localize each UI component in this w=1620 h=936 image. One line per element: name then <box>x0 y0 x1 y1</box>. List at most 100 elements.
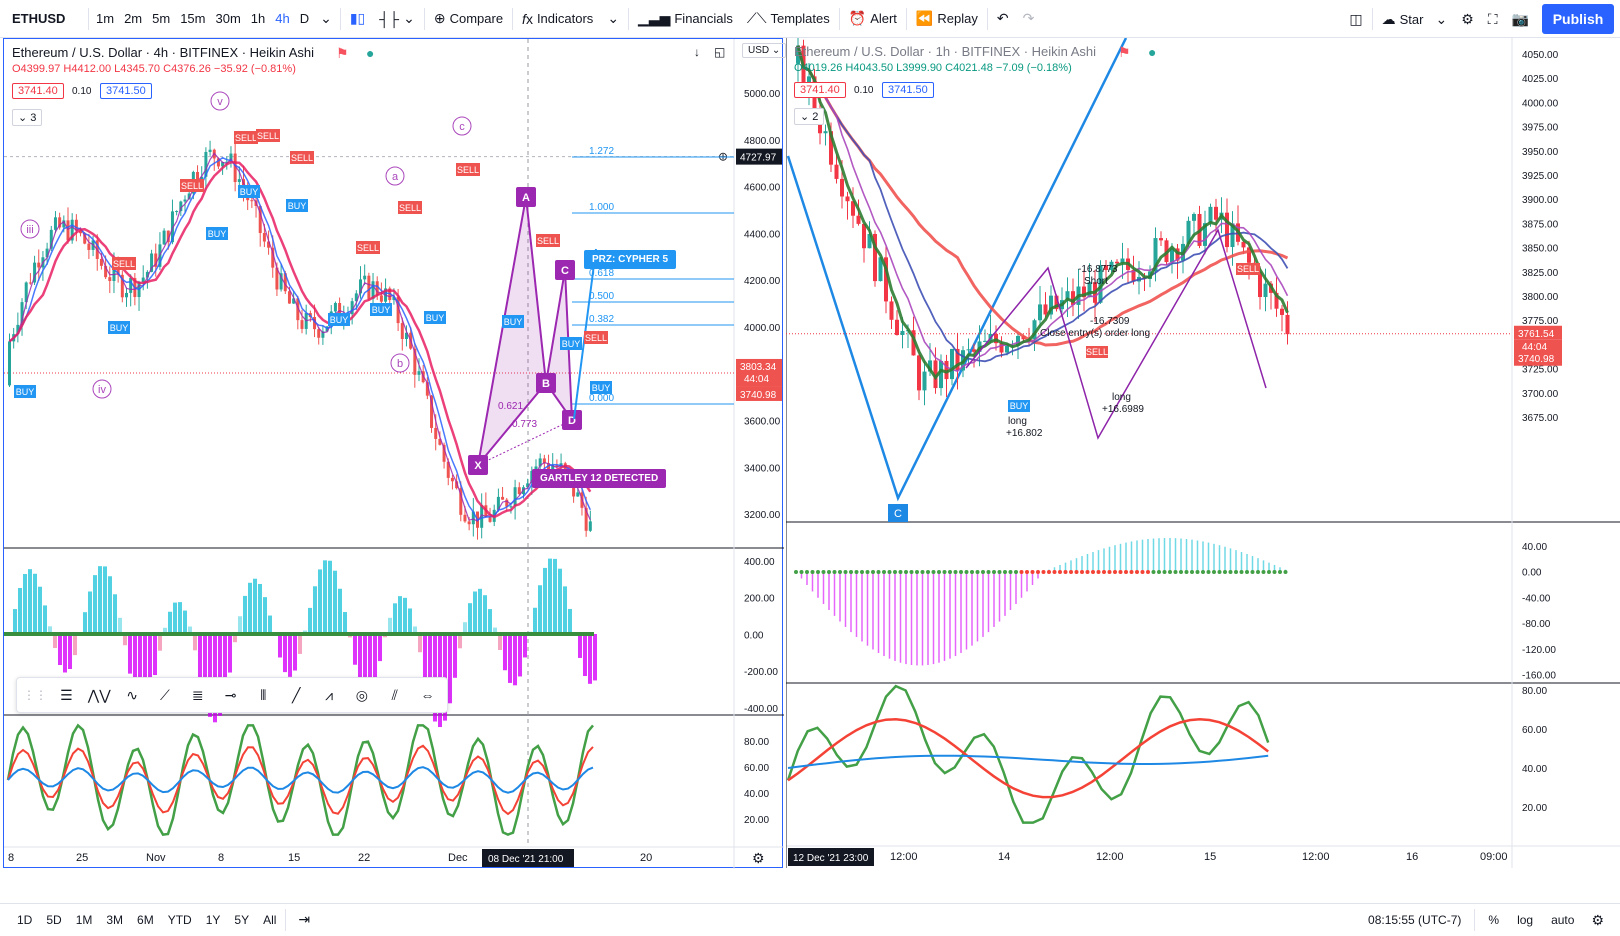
range-1y[interactable]: 1Y <box>205 912 221 927</box>
log-scale-toggle[interactable]: log <box>1517 913 1534 927</box>
alert-button[interactable]: ⏰ Alert <box>842 0 904 38</box>
horizontal-ray-icon[interactable]: ⊸ <box>224 686 237 703</box>
trend-line-icon[interactable]: ⟋ <box>159 686 170 703</box>
settings-gear-icon[interactable]: ⚙ <box>1591 911 1604 928</box>
undo-button[interactable]: ↶ <box>990 0 1016 38</box>
range-1m[interactable]: 1M <box>75 912 93 927</box>
settings-button[interactable]: ⚙ <box>1454 0 1481 38</box>
candle-body <box>1038 304 1042 321</box>
symbol-search-button[interactable]: ETHUSD <box>12 11 66 26</box>
replay-button[interactable]: ⏪ Replay <box>909 0 985 38</box>
buy-price-button[interactable]: 3741.50 <box>882 82 934 98</box>
percent-scale-toggle[interactable]: % <box>1488 913 1500 927</box>
left-chart-title[interactable]: Ethereum / U.S. Dollar · 4h · BITFINEX ·… <box>12 45 314 60</box>
candle-body <box>275 267 279 290</box>
candle-body <box>24 282 28 303</box>
arrow-down-icon[interactable]: ↓ <box>694 45 700 59</box>
timeframe-2m[interactable]: 2m <box>124 11 143 26</box>
histogram-bar <box>123 634 127 646</box>
candle-body <box>526 483 530 488</box>
right-chart-canvas[interactable]: 4050.00 4025.00 4000.00 3975.00 3950.00 3925.… <box>786 38 1620 868</box>
financials-button[interactable]: ▁▃▅ Financials <box>631 0 740 38</box>
zero-dot <box>1195 570 1200 574</box>
range-icon[interactable]: ⇔ <box>420 687 435 703</box>
sell-signal-tag <box>456 163 480 176</box>
buy-signal-tag <box>108 321 130 334</box>
horizontal-lines-icon[interactable]: ☰ <box>60 686 73 703</box>
sell-price-button[interactable]: 3741.40 <box>12 83 64 99</box>
candle-body <box>204 151 208 177</box>
right-chart-pane[interactable]: 4050.00 4025.00 4000.00 3975.00 3950.00 3925.… <box>786 38 1620 868</box>
fullscreen-button[interactable]: ⛶ <box>1481 0 1505 38</box>
timeframe-15m[interactable]: 15m <box>180 11 206 26</box>
abc-pattern-icon[interactable]: ⋀⋁ <box>87 686 111 703</box>
vertical-lines-icon[interactable]: ⦀ <box>260 686 267 703</box>
redo-button[interactable]: ↷ <box>1016 0 1042 38</box>
timeframe-1m[interactable]: 1m <box>96 11 115 26</box>
xabcd-pattern-icon[interactable]: ⩘ <box>325 686 333 703</box>
indicators-toggle[interactable]: ⌄ 2 <box>794 108 825 125</box>
range-5y[interactable]: 5Y <box>234 912 250 927</box>
chevron-down-icon: ⌄ <box>769 45 781 56</box>
harmonic-pattern-line <box>965 228 1267 440</box>
elliott-wave-icon[interactable]: ∿ <box>126 686 138 703</box>
candle-body <box>129 278 133 293</box>
zero-dot <box>1250 570 1255 574</box>
timeframe-1h[interactable]: 1h <box>250 11 266 26</box>
range-3m[interactable]: 3M <box>106 912 124 927</box>
candle-body <box>430 395 434 428</box>
candle-body <box>283 273 287 292</box>
indicators-button[interactable]: fx Indicators ⌄ <box>515 0 626 38</box>
candle-body <box>501 496 505 500</box>
candle-body <box>1186 220 1191 244</box>
time-axis-label: 8 <box>218 852 224 864</box>
histogram-bar <box>498 634 502 650</box>
rsi-tick-label: 40.00 <box>1522 764 1547 775</box>
auto-scale-toggle[interactable]: auto <box>1551 913 1575 927</box>
ray-icon[interactable]: ╱ <box>291 686 301 703</box>
buy-price-button[interactable]: 3741.50 <box>100 83 152 99</box>
layout-name-button[interactable]: ☁ Star ⌄ <box>1375 0 1455 38</box>
range-ytd[interactable]: YTD <box>167 912 192 927</box>
compare-button[interactable]: ⊕ Compare <box>427 0 510 38</box>
buy-signal-label: BUY <box>208 229 227 239</box>
maximize-icon[interactable]: ◱ <box>714 45 726 59</box>
candle-body <box>425 382 429 396</box>
drag-handle-icon[interactable]: ⋮⋮ <box>23 688 47 702</box>
indicators-toggle[interactable]: ⌄ 3 <box>12 109 43 126</box>
spiral-icon[interactable]: ◎ <box>355 686 368 703</box>
candle-body <box>125 292 128 298</box>
long-trade-1-value: +16.802 <box>1006 428 1043 439</box>
timeframe-4h[interactable]: 4h <box>275 11 290 26</box>
timeframe-30m[interactable]: 30m <box>215 11 241 26</box>
publish-button[interactable]: Publish <box>1542 4 1614 34</box>
currency-select[interactable]: USD ⌄ <box>742 43 787 58</box>
range-6m[interactable]: 6M <box>137 912 154 927</box>
timeframe-D[interactable]: D <box>299 11 310 26</box>
ohlc-high: H4412.00 <box>63 63 112 75</box>
flag-icon[interactable]: ⚑ <box>1118 44 1131 60</box>
goto-date-icon[interactable]: ⇥ <box>298 911 311 927</box>
parallel-channel-icon[interactable]: ⫽ <box>391 686 398 703</box>
chevron-down-icon[interactable]: ⌄ <box>320 10 332 26</box>
candle-body <box>509 506 513 508</box>
layout-select-button[interactable]: ◫ <box>1342 0 1369 38</box>
left-chart-canvas[interactable]: 5000.00 4800.00 4600.00 4400.00 4200.00 4000.… <box>4 39 784 869</box>
last-price2-tag <box>1514 339 1562 366</box>
chart-type-button[interactable]: ┤├ ⌄ <box>372 0 422 38</box>
buy-signal-tag <box>424 311 446 324</box>
clock-timezone[interactable]: 08:15:55 (UTC-7) <box>1368 913 1462 927</box>
templates-button[interactable]: ⟋⟍ Templates <box>740 0 837 38</box>
left-chart-pane[interactable]: 5000.00 4800.00 4600.00 4400.00 4200.00 4000.… <box>3 38 787 869</box>
flag-icon[interactable]: ⚑ <box>336 45 349 61</box>
sell-price-button[interactable]: 3741.40 <box>794 82 846 98</box>
range-1d[interactable]: 1D <box>17 912 33 927</box>
range-all[interactable]: All <box>263 912 277 927</box>
bar-style-button[interactable]: ▮▯ <box>343 0 372 38</box>
right-chart-title[interactable]: Ethereum / U.S. Dollar · 1h · BITFINEX ·… <box>794 44 1096 59</box>
range-5d[interactable]: 5D <box>46 912 62 927</box>
snapshot-button[interactable]: 📷 <box>1505 0 1536 38</box>
fib-retracement-icon[interactable]: ≣ <box>191 686 204 703</box>
timeframe-5m[interactable]: 5m <box>152 11 171 26</box>
candle-body <box>796 45 800 64</box>
